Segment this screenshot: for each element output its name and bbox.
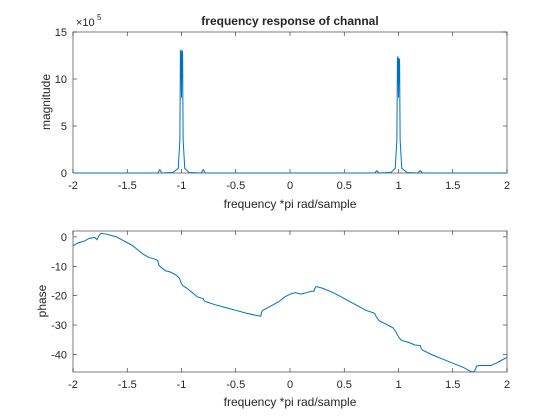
magnitude-x-tick-label: 0.5 bbox=[337, 180, 352, 192]
phase-y-ticks: -40 -30 -20 -10 0 bbox=[51, 232, 507, 361]
magnitude-exponent-power: 5 bbox=[97, 13, 102, 22]
magnitude-y-tick-label: 15 bbox=[55, 27, 67, 39]
magnitude-y-ticks: 0 5 10 15 bbox=[55, 27, 507, 180]
phase-y-tick-label: 0 bbox=[61, 232, 67, 244]
magnitude-series-line bbox=[73, 48, 507, 174]
magnitude-plot-area bbox=[72, 31, 508, 174]
phase-x-tick-label: -1.5 bbox=[118, 379, 137, 391]
phase-x-tick-label: 2 bbox=[504, 379, 510, 391]
phase-plot-area bbox=[72, 230, 508, 373]
phase-x-tick-label: -2 bbox=[68, 379, 78, 391]
magnitude-x-tick-label: 1 bbox=[395, 180, 401, 192]
phase-x-tick-label: -1 bbox=[177, 379, 187, 391]
magnitude-y-tick-label: 0 bbox=[61, 168, 67, 180]
magnitude-x-axis-label: frequency *pi rad/sample bbox=[224, 197, 357, 211]
magnitude-y-tick-label: 5 bbox=[61, 121, 67, 133]
phase-x-tick-label: -0.5 bbox=[226, 379, 245, 391]
phase-x-tick-label: 0 bbox=[287, 379, 293, 391]
magnitude-y-tick-label: 10 bbox=[55, 74, 67, 86]
magnitude-x-tick-label: -1 bbox=[177, 180, 187, 192]
magnitude-exponent-base: ×10 bbox=[76, 17, 95, 29]
phase-x-tick-label: 0.5 bbox=[337, 379, 352, 391]
magnitude-x-ticks: -2 -1.5 -1 -0.5 0 0.5 1 1.5 2 bbox=[68, 32, 510, 192]
magnitude-x-tick-label: -2 bbox=[68, 180, 78, 192]
phase-x-ticks: -2 -1.5 -1 -0.5 0 0.5 1 1.5 2 bbox=[68, 231, 510, 391]
chart-magnitude: frequency response of channal -2 -1.5 -1 -0… bbox=[39, 13, 510, 211]
magnitude-x-tick-label: 1.5 bbox=[445, 180, 460, 192]
magnitude-x-tick-label: 0 bbox=[287, 180, 293, 192]
phase-y-tick-label: -40 bbox=[51, 349, 67, 361]
phase-x-tick-label: 1.5 bbox=[445, 379, 460, 391]
phase-y-tick-label: -10 bbox=[51, 261, 67, 273]
magnitude-x-tick-label: -1.5 bbox=[118, 180, 137, 192]
phase-x-axis-label: frequency *pi rad/sample bbox=[224, 395, 357, 409]
magnitude-x-tick-label: -0.5 bbox=[226, 180, 245, 192]
phase-y-axis-label: phase bbox=[35, 284, 49, 317]
phase-x-tick-label: 1 bbox=[395, 379, 401, 391]
chart-phase: -2 -1.5 -1 -0.5 0 0.5 1 1.5 2 -40 -30 -20 -10 0 freq… bbox=[35, 230, 510, 409]
phase-y-tick-label: -30 bbox=[51, 320, 67, 332]
phase-y-tick-label: -20 bbox=[51, 291, 67, 303]
magnitude-title: frequency response of channal bbox=[201, 14, 378, 28]
phase-series-line bbox=[72, 232, 508, 373]
magnitude-x-tick-label: 2 bbox=[504, 180, 510, 192]
magnitude-y-axis-label: magnitude bbox=[39, 74, 53, 130]
